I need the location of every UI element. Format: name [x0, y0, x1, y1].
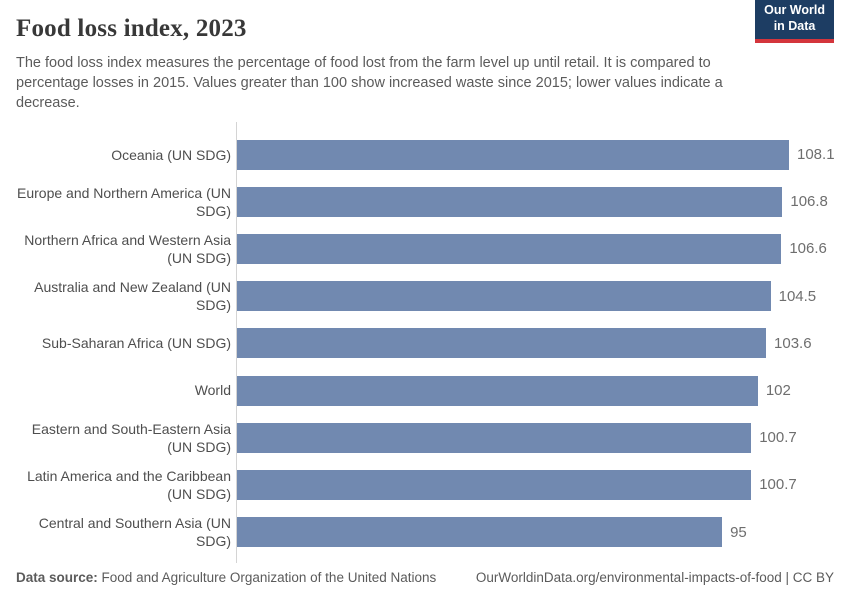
- bar-chart: Oceania (UN SDG) 108.1 Europe and Northern…: [16, 122, 835, 563]
- bar[interactable]: [237, 422, 752, 453]
- chart-subtitle: The food loss index measures the percent…: [16, 55, 723, 111]
- bar-track: 95: [237, 517, 834, 548]
- bar-row: Oceania (UN SDG) 108.1: [16, 131, 835, 178]
- bar[interactable]: [237, 186, 783, 217]
- category-label: Northern Africa and Western Asia (UN SDG…: [24, 231, 231, 266]
- bar-row: World 102: [16, 367, 834, 414]
- category-label: Latin America and the Caribbean (UN SDG): [27, 467, 231, 502]
- bar-row: Northern Africa and Western Asia (UN SDG…: [16, 225, 834, 272]
- bar-row: Eastern and South-Eastern Asia (UN SDG) 1…: [16, 414, 834, 461]
- value-label: 95: [730, 523, 747, 541]
- bar[interactable]: [237, 281, 771, 312]
- bar-track: 102: [237, 375, 834, 406]
- value-label: 102: [765, 382, 791, 400]
- bar-track: 108.1: [237, 139, 835, 170]
- category-label: Australia and New Zealand (UN SDG): [34, 278, 231, 314]
- chart-footer: Data source: Food and Agriculture Organi…: [16, 570, 834, 585]
- bar-track: 106.6: [237, 233, 834, 264]
- bar-row: Latin America and the Caribbean (UN SDG)…: [16, 461, 834, 508]
- page-title: Food loss index, 2023: [16, 15, 247, 42]
- category-label: Central and Southern Asia (UN SDG): [38, 514, 231, 550]
- bar-track: 106.8: [237, 186, 834, 217]
- category-label: World: [194, 382, 231, 399]
- value-label: 103.6: [774, 334, 812, 352]
- bar-track: 103.6: [237, 328, 834, 359]
- value-label: 106.6: [789, 240, 827, 258]
- data-source-label: Data source:: [16, 570, 98, 585]
- category-label: Sub-Saharan Africa (UN SDG): [41, 335, 231, 352]
- owid-logo-line2: in Data: [773, 18, 816, 33]
- bar-row: Europe and Northern America (UN SDG) 106.…: [16, 178, 834, 225]
- chart-header: Food loss index, 2023 Our World in Data …: [16, 0, 834, 113]
- value-label: 100.7: [759, 476, 797, 494]
- y-axis-line: [236, 122, 237, 563]
- bar-track: 100.7: [237, 469, 834, 500]
- value-label: 106.8: [790, 193, 828, 211]
- bar[interactable]: [237, 469, 752, 500]
- bar[interactable]: [237, 139, 789, 170]
- bar-track: 100.7: [237, 422, 834, 453]
- value-label: 100.7: [759, 429, 797, 447]
- bar[interactable]: [237, 375, 758, 406]
- bar-row: Sub-Saharan Africa (UN SDG) 103.6: [16, 320, 834, 367]
- value-label: 104.5: [778, 287, 817, 305]
- owid-logo-line1: Our World: [764, 3, 825, 17]
- category-label: Eastern and South-Eastern Asia (UN SDG): [31, 420, 231, 455]
- data-source-value: Food and Agriculture Organization of the…: [101, 570, 437, 585]
- category-label: Oceania (UN SDG): [111, 146, 231, 163]
- value-label: 108.1: [797, 146, 835, 164]
- bar-track: 104.5: [237, 281, 834, 312]
- license-link[interactable]: OurWorldinData.org/environmental-impacts…: [475, 570, 834, 585]
- bar-row: Australia and New Zealand (UN SDG) 104.5: [16, 273, 834, 320]
- category-label: Europe and Northern America (UN SDG): [17, 184, 231, 219]
- data-source: Data source: Food and Agriculture Organi…: [16, 570, 436, 585]
- bar[interactable]: [237, 517, 723, 548]
- bar[interactable]: [237, 328, 767, 359]
- bar[interactable]: [237, 233, 782, 264]
- owid-logo[interactable]: Our World in Data: [755, 0, 834, 44]
- bar-row: Central and Southern Asia (UN SDG) 95: [16, 509, 834, 556]
